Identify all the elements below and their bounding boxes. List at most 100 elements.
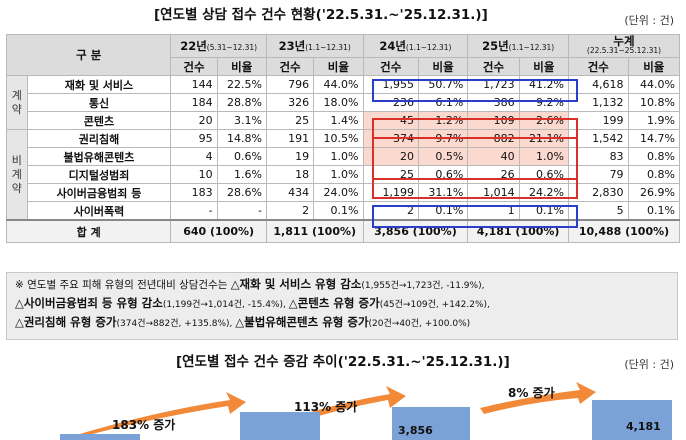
table-row: 콘텐츠 20 3.1% 25 1.4% 45 1.2% 109 2.6% 199 1.9% <box>7 111 681 130</box>
cell: 9.2% <box>518 93 569 112</box>
cell: 1,199 <box>362 183 419 202</box>
cell: 44.0% <box>627 75 681 94</box>
cell: 0.8% <box>627 147 681 166</box>
cell: 1,014 <box>467 183 520 202</box>
cell: 1.6% <box>216 165 267 184</box>
cell: 144 <box>170 75 218 94</box>
cell: 0.1% <box>417 201 469 221</box>
header-year-23: 23년(1.1~12.31) <box>265 34 364 58</box>
group-noncontract: 비 계 약 <box>6 129 28 221</box>
cell: 4 <box>170 147 218 166</box>
cell: 1 <box>467 201 520 221</box>
cell: 50.7% <box>417 75 469 94</box>
row-label: 디지털성범죄 <box>26 165 172 184</box>
cell: 25 <box>362 165 419 184</box>
table-row: 비 계 약 권리침해 95 14.8% 191 10.5% 374 9.7% 882 2… <box>6 129 681 221</box>
cell: 4,618 <box>567 75 629 94</box>
cell: 199 <box>567 111 629 130</box>
table-row: 불법유해콘텐츠 4 0.6% 19 1.0% 20 0.5% 40 1.0% 83 0.8… <box>7 147 681 166</box>
cell: 109 <box>467 111 520 130</box>
bar-value-label: 4,181 <box>626 420 661 433</box>
cell: 1.0% <box>313 165 364 184</box>
cell: 25 <box>265 111 315 130</box>
cell: 28.8% <box>216 93 267 112</box>
chart-area: 3,856 4,181 183% 증가 113% 증가 8% 증가 <box>0 372 686 440</box>
cell: 882 <box>467 129 520 148</box>
bar-2022 <box>60 434 140 440</box>
cell: 79 <box>567 165 629 184</box>
cell: 1.9% <box>627 111 681 130</box>
cell: 0.6% <box>216 147 267 166</box>
cell: 26.9% <box>627 183 681 202</box>
cell: 1.0% <box>313 147 364 166</box>
header-count: 건수 <box>567 57 629 76</box>
total-cell: 3,856 (100%) <box>362 219 469 243</box>
cell: 21.1% <box>518 129 569 148</box>
bar-2025 <box>592 400 672 440</box>
cell: 0.1% <box>518 201 569 221</box>
cell: 0.5% <box>417 147 469 166</box>
table-row: 계 약 재화 및 서비스 144 22.5% 796 44.0% 1,955 50.7… <box>6 75 681 130</box>
total-cell: 4,181 (100%) <box>467 219 569 243</box>
growth-arrow <box>60 392 246 440</box>
cell: 2,830 <box>567 183 629 202</box>
consultation-table: 구 분 22년(5.31~12.31) 23년(1.1~12.31) 24년(1… <box>5 34 681 243</box>
cell: 386 <box>467 93 520 112</box>
chart-unit-label: (단위 : 건) <box>624 358 674 371</box>
row-label: 통신 <box>26 93 172 112</box>
cell: 2 <box>265 201 315 221</box>
row-label: 사이버폭력 <box>26 201 172 221</box>
row-label: 권리침해 <box>26 129 172 148</box>
growth-label: 113% 증가 <box>294 400 358 414</box>
bar-2023 <box>240 412 320 440</box>
cell: 24.0% <box>313 183 364 202</box>
cell: 9.7% <box>417 129 469 148</box>
cell: 10.5% <box>313 129 364 148</box>
cell: 24.2% <box>518 183 569 202</box>
cell: 26 <box>467 165 520 184</box>
cell: 236 <box>362 93 419 112</box>
cell: 95 <box>170 129 218 148</box>
cell: 1,723 <box>467 75 520 94</box>
cell: 28.6% <box>216 183 267 202</box>
cell: 19 <box>265 147 315 166</box>
cell: 0.6% <box>518 165 569 184</box>
cell: 40 <box>467 147 520 166</box>
header-cumulative: 누계 (22.5.31~25.12.31) <box>567 34 681 58</box>
header-ratio: 비율 <box>417 57 469 76</box>
total-label: 합 계 <box>5 219 172 243</box>
group-contract: 계 약 <box>6 75 28 130</box>
cell: 0.1% <box>627 201 681 221</box>
cell: 41.2% <box>518 75 569 94</box>
header-count: 건수 <box>362 57 419 76</box>
header-year-25: 25년(1.1~12.31) <box>467 34 569 58</box>
cell: 1.4% <box>313 111 364 130</box>
cell: 374 <box>362 129 419 148</box>
total-cell: 10,488 (100%) <box>567 219 681 243</box>
cell: 2.6% <box>518 111 569 130</box>
cell: 3.1% <box>216 111 267 130</box>
table-title: [연도별 상담 접수 건수 현황('22.5.31.~'25.12.31.)] <box>154 7 488 23</box>
cell: 183 <box>170 183 218 202</box>
row-label: 콘텐츠 <box>26 111 172 130</box>
cell: 191 <box>265 129 315 148</box>
cell: 326 <box>265 93 315 112</box>
header-year-22: 22년(5.31~12.31) <box>170 34 267 58</box>
unit-label: (단위 : 건) <box>624 14 674 27</box>
cell: 20 <box>170 111 218 130</box>
cell: 0.1% <box>313 201 364 221</box>
header-count: 건수 <box>265 57 315 76</box>
header-ratio: 비율 <box>518 57 569 76</box>
cell: 6.1% <box>417 93 469 112</box>
cell: 10.8% <box>627 93 681 112</box>
table-row: 사이버금융범죄 등 183 28.6% 434 24.0% 1,199 31.1% 1… <box>7 183 681 202</box>
cell: 1,955 <box>362 75 419 94</box>
bar-value-label: 3,856 <box>398 424 433 437</box>
growth-label: 183% 증가 <box>112 418 176 432</box>
cell: 1,132 <box>567 93 629 112</box>
bar-2024 <box>392 407 470 440</box>
cell: 1,542 <box>567 129 629 148</box>
total-cell: 1,811 (100%) <box>265 219 364 243</box>
growth-arrow <box>480 382 596 414</box>
cell: 796 <box>265 75 315 94</box>
